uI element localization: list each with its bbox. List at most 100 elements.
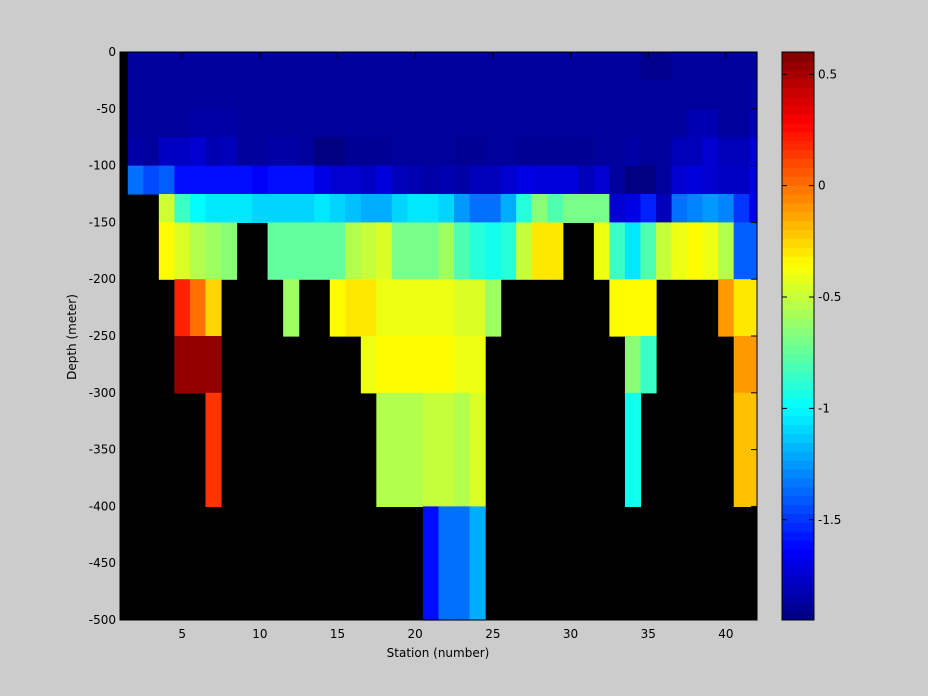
heatmap-cell — [687, 108, 704, 138]
colorbar-band — [782, 602, 814, 612]
heatmap-cell — [314, 222, 331, 280]
heatmap-cell — [205, 279, 222, 337]
heatmap-cell — [360, 194, 377, 223]
colorbar-band — [782, 513, 814, 523]
heatmap-cell — [236, 137, 253, 167]
heatmap-cell — [609, 165, 626, 195]
heatmap-cell — [205, 392, 222, 507]
heatmap-cell — [438, 137, 455, 167]
heatmap-cell — [733, 165, 750, 195]
heatmap-cell — [438, 165, 455, 195]
heatmap-cell — [174, 279, 191, 337]
heatmap-cell — [547, 194, 564, 223]
heatmap-cell — [407, 52, 424, 81]
heatmap-cell — [547, 80, 564, 110]
heatmap-cell — [391, 279, 409, 337]
heatmap-cell — [345, 80, 362, 110]
heatmap-cell — [252, 165, 269, 195]
heatmap-cell — [438, 336, 455, 394]
heatmap-cell — [391, 222, 409, 280]
colorbar-band — [782, 60, 814, 71]
heatmap-cell — [422, 108, 440, 138]
heatmap-cell — [283, 279, 300, 337]
heatmap-cell — [376, 336, 393, 394]
heatmap-cell — [267, 165, 284, 195]
heatmap-cell — [345, 194, 362, 223]
heatmap-cell — [329, 108, 346, 138]
heatmap-cell — [205, 108, 222, 138]
heatmap-cell — [422, 222, 440, 280]
heatmap-cell — [252, 80, 269, 110]
y-tick-label: -400 — [89, 499, 116, 513]
heatmap-cell — [391, 392, 409, 507]
heatmap-cell — [656, 108, 673, 138]
heatmap-cell — [578, 137, 595, 167]
heatmap-cell — [733, 80, 750, 110]
heatmap-cell — [500, 80, 517, 110]
heatmap-cell — [236, 108, 253, 138]
heatmap-cell — [220, 137, 238, 167]
colorbar-band — [782, 442, 814, 452]
colorbar-band — [782, 593, 814, 603]
y-tick-label: -150 — [89, 215, 116, 229]
heatmap-cell — [531, 165, 548, 195]
heatmap-cell — [267, 222, 284, 280]
heatmap-cell — [624, 222, 642, 280]
colorbar-band — [782, 460, 814, 470]
heatmap-cell — [189, 165, 207, 195]
heatmap-cell — [283, 222, 300, 280]
heatmap-cell — [609, 222, 626, 280]
heatmap-cell — [749, 222, 758, 280]
heatmap-cell — [671, 137, 688, 167]
colorbar-band — [782, 362, 814, 372]
heatmap-cell — [236, 80, 253, 110]
heatmap-cell — [298, 194, 315, 223]
heatmap-cell — [205, 137, 222, 167]
heatmap-cell — [485, 137, 502, 167]
heatmap-cell — [438, 392, 455, 507]
heatmap-cell — [407, 80, 424, 110]
heatmap-cell — [158, 108, 175, 138]
heatmap-cell — [718, 279, 735, 337]
heatmap-cell — [624, 52, 642, 81]
heatmap-cell — [733, 108, 750, 138]
heatmap-cell — [733, 137, 750, 167]
heatmap-cell — [749, 194, 758, 223]
heatmap-cell — [407, 137, 424, 167]
colorbar-band — [782, 158, 814, 168]
heatmap-cell — [593, 108, 611, 138]
heatmap-cell — [283, 194, 300, 223]
heatmap-cell — [609, 52, 626, 81]
heatmap-cell — [609, 80, 626, 110]
heatmap-cell — [671, 165, 688, 195]
heatmap-cell — [624, 108, 642, 138]
heatmap-cell — [391, 165, 409, 195]
heatmap-cell — [531, 52, 548, 81]
heatmap-cell — [624, 80, 642, 110]
heatmap-cell — [422, 336, 440, 394]
heatmap-cell — [454, 222, 471, 280]
colorbar-band — [782, 211, 814, 222]
colorbar-band — [782, 433, 814, 443]
heatmap-cell — [407, 165, 424, 195]
heatmap-cell — [454, 137, 471, 167]
heatmap-cell — [283, 137, 300, 167]
colorbar-band — [782, 371, 814, 381]
heatmap-cell — [733, 279, 750, 337]
colorbar-band — [782, 495, 814, 506]
heatmap-cell — [314, 194, 331, 223]
colorbar-band — [782, 87, 814, 97]
heatmap-cell — [127, 165, 144, 195]
heatmap-cell — [298, 52, 315, 81]
heatmap-cell — [205, 222, 222, 280]
x-axis-title: Station (number) — [387, 646, 490, 660]
colorbar-band — [782, 256, 814, 266]
colorbar-band — [782, 540, 814, 550]
colorbar-tick-label: 0.5 — [818, 67, 837, 81]
colorbar-band — [782, 469, 814, 479]
heatmap-cell — [702, 137, 719, 167]
heatmap-cell — [454, 52, 471, 81]
heatmap-cell — [205, 52, 222, 81]
heatmap-cell — [298, 222, 315, 280]
heatmap-cell — [391, 137, 409, 167]
